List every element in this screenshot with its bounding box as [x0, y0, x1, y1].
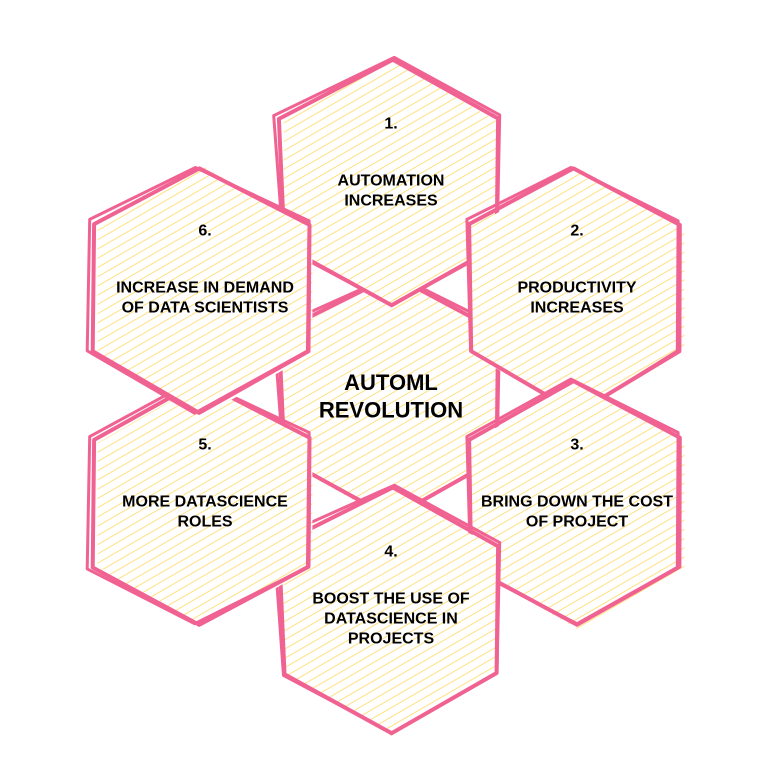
node-2-label-line-0: PRODUCTIVITY [517, 280, 636, 297]
node-3-label-line-1: OF PROJECT [526, 514, 628, 531]
node-4-number: 4. [384, 544, 397, 561]
node-1-label-line-1: INCREASES [344, 193, 438, 210]
node-2-label-line-1: INCREASES [530, 300, 624, 317]
node-5-label-line-1: ROLES [177, 514, 232, 531]
node-4-label-line-2: PROJECTS [348, 631, 435, 648]
node-4-label-line-0: BOOST THE USE OF [312, 591, 470, 608]
center-label-line-0: AUTOML [344, 370, 438, 395]
node-4-label-line-1: DATASCIENCE IN [324, 611, 458, 628]
node-6-number: 6. [198, 223, 211, 240]
node-1-number: 1. [384, 116, 397, 133]
node-1-label-line-0: AUTOMATION [338, 173, 445, 190]
center-label-line-1: REVOLUTION [319, 398, 463, 423]
node-5-number: 5. [198, 437, 211, 454]
node-3-number: 3. [570, 437, 583, 454]
automl-hexagon-diagram: AUTOML REVOLUTION 1. AUTOMATION INCREASES 2. P… [0, 0, 783, 783]
node-6-label-line-0: INCREASE IN DEMAND [116, 280, 294, 297]
node-5-label-line-0: MORE DATASCIENCE [122, 494, 288, 511]
node-2-number: 2. [570, 223, 583, 240]
node-6-label-line-1: OF DATA SCIENTISTS [122, 300, 289, 317]
node-3-label-line-0: BRING DOWN THE COST [481, 494, 673, 511]
